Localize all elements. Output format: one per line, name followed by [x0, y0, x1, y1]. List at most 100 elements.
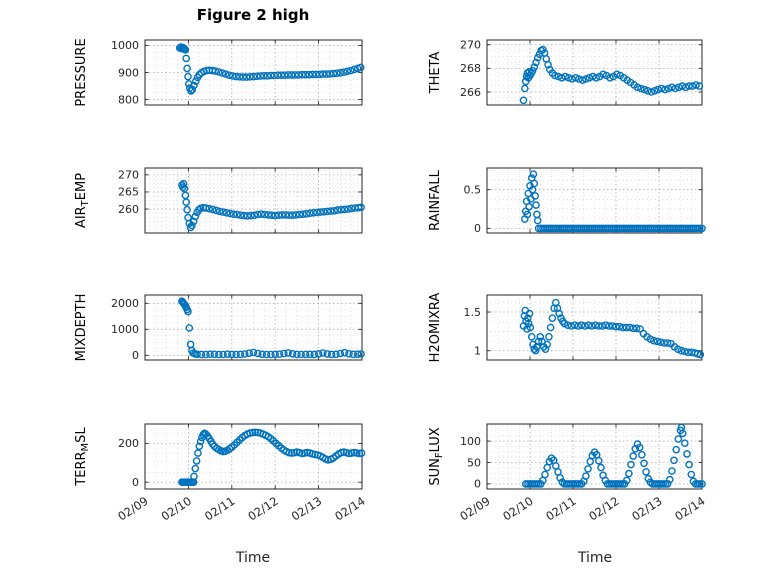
data-point — [523, 210, 532, 219]
data-markers — [519, 45, 704, 105]
data-point — [249, 72, 258, 81]
svg-text:02/12: 02/12 — [245, 494, 280, 524]
data-point — [183, 205, 191, 214]
data-point — [637, 450, 646, 459]
data-point — [236, 350, 245, 359]
data-point — [179, 183, 187, 192]
plot-area: 800 900 1000 PRESSURE — [74, 38, 365, 107]
data-point — [202, 204, 210, 212]
data-point — [588, 322, 596, 330]
svg-text:0: 0 — [474, 478, 481, 491]
data-point — [305, 70, 313, 79]
svg-text:0: 0 — [474, 222, 481, 235]
data-point — [299, 210, 307, 219]
data-point — [554, 72, 563, 81]
data-point — [668, 83, 676, 92]
data-point — [179, 179, 188, 188]
data-point — [671, 84, 680, 93]
y-axis-label: PRESSURE — [74, 38, 89, 106]
data-point — [548, 314, 557, 323]
data-point — [555, 309, 563, 318]
y-axis-label: AIRTEMP — [74, 173, 91, 228]
data-point — [533, 216, 542, 225]
data-point — [650, 87, 659, 95]
axes-box — [486, 39, 703, 106]
data-point — [254, 210, 262, 219]
data-point — [225, 71, 233, 80]
data-point — [189, 478, 198, 487]
data-point — [547, 454, 556, 463]
data-point — [598, 322, 606, 330]
data-point — [642, 468, 650, 476]
data-point — [531, 192, 540, 200]
axes-box — [144, 167, 363, 234]
data-point — [339, 68, 348, 77]
data-point — [537, 480, 545, 488]
data-point — [240, 211, 248, 220]
data-point — [698, 224, 706, 233]
data-point — [592, 74, 600, 82]
data-point — [277, 71, 286, 80]
data-point — [605, 322, 613, 330]
data-point — [663, 480, 672, 488]
data-point — [344, 205, 352, 213]
data-point — [281, 211, 290, 219]
data-point — [541, 470, 549, 479]
data-point — [309, 209, 318, 217]
subplot-mixdepth: 0 1000 2000 MIXDEPTH — [74, 294, 365, 362]
data-point — [530, 179, 539, 188]
data-point — [695, 480, 704, 488]
data-point — [578, 76, 587, 85]
data-point — [620, 480, 629, 488]
svg-text:02/13: 02/13 — [629, 494, 664, 524]
x-tick-labels: 02/09 02/10 02/11 02/12 02/13 02/14 — [115, 494, 367, 524]
y-axis-label: RAINFALL — [428, 169, 443, 230]
subplot-rainfall: 0 0.5 RAINFALL — [428, 167, 706, 235]
data-point — [183, 64, 191, 73]
subplot-theta: 266 268 270 THETA — [428, 39, 704, 106]
figure-title: Figure 2 high — [196, 6, 310, 24]
axes-box — [486, 423, 703, 490]
data-point — [271, 211, 279, 220]
data-point — [519, 96, 528, 105]
grid-minor — [145, 295, 362, 360]
data-point — [577, 321, 586, 330]
data-point — [573, 480, 582, 488]
data-point — [527, 333, 536, 341]
data-point — [271, 350, 279, 359]
svg-text:265: 265 — [118, 186, 139, 199]
data-point — [536, 333, 545, 341]
data-markers — [178, 428, 366, 487]
data-point — [683, 450, 691, 458]
data-point — [356, 63, 365, 72]
svg-text:02/09: 02/09 — [115, 494, 150, 524]
data-point — [291, 71, 299, 79]
data-point — [211, 67, 220, 75]
data-point — [292, 211, 300, 219]
y-axis-label: MIXDEPTH — [74, 294, 89, 362]
y-axis-label: SUNFLUX — [428, 427, 445, 485]
data-point — [340, 205, 349, 214]
data-point — [581, 322, 589, 330]
data-point — [551, 71, 559, 80]
data-point — [284, 349, 292, 357]
data-point — [218, 69, 227, 77]
data-point — [685, 460, 693, 469]
data-point — [267, 71, 275, 80]
data-point — [629, 452, 637, 460]
data-point — [584, 321, 593, 330]
data-point — [684, 348, 692, 357]
data-point — [337, 205, 345, 214]
data-point — [678, 82, 686, 90]
data-point — [226, 209, 234, 218]
y-axis-label: TERRMSL — [74, 427, 91, 487]
svg-text:02/14: 02/14 — [672, 494, 707, 524]
data-point — [233, 210, 241, 219]
data-point — [267, 350, 275, 359]
data-point — [330, 207, 338, 215]
data-point — [329, 69, 338, 78]
svg-text:0: 0 — [132, 476, 139, 489]
tick-marks — [144, 40, 363, 105]
data-point — [206, 350, 214, 359]
